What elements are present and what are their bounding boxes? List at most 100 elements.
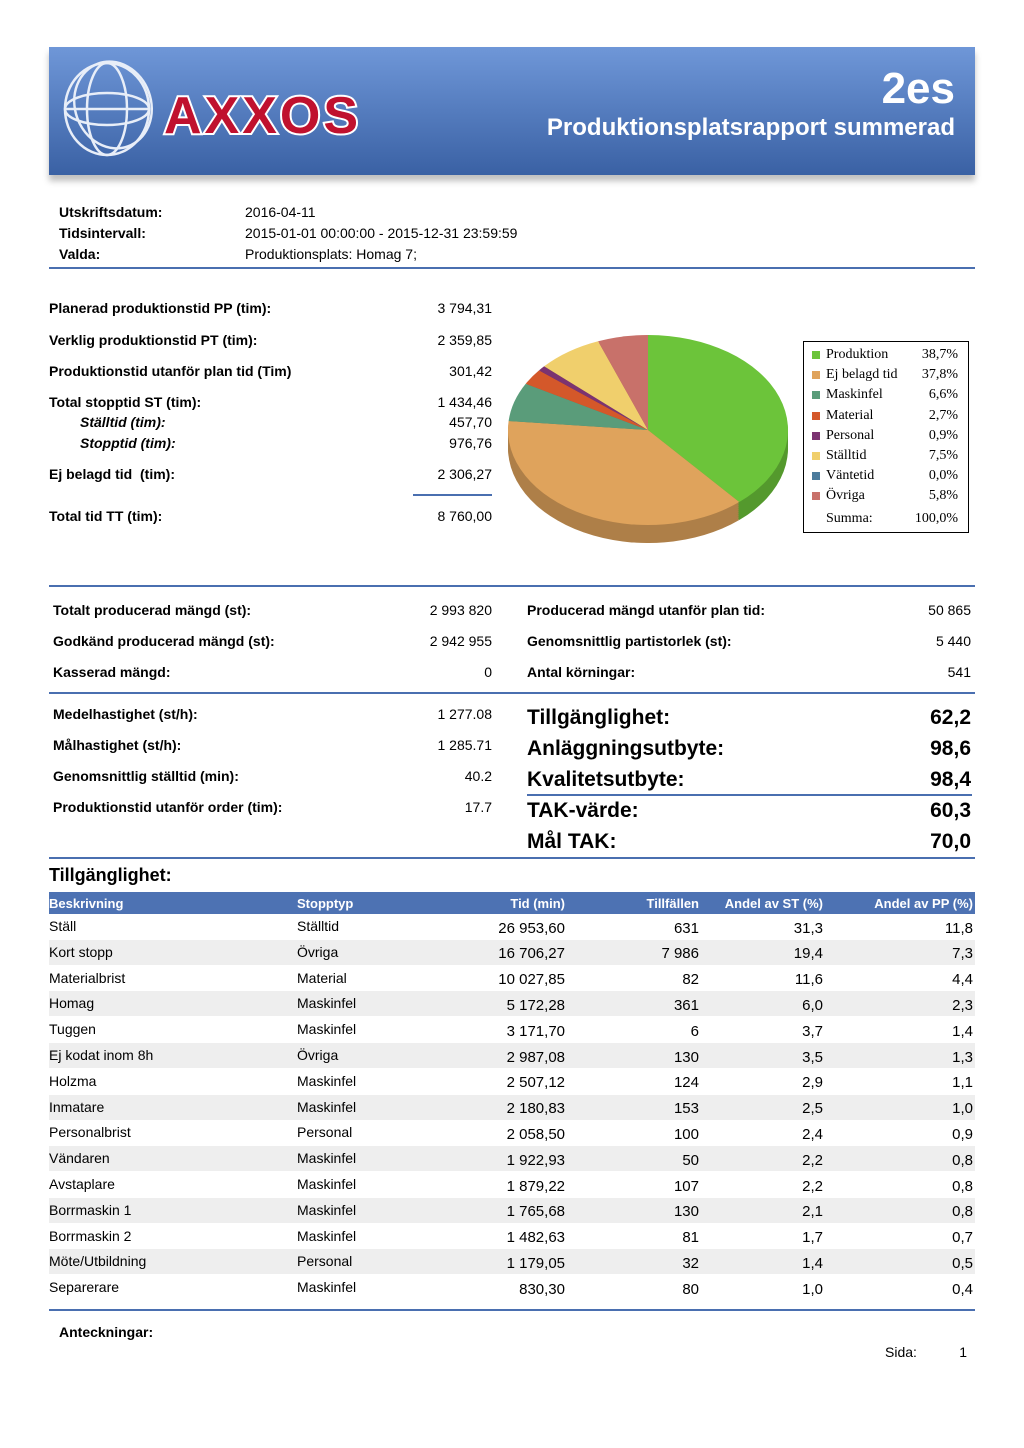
table-cell: Borrmaskin 2: [49, 1227, 132, 1244]
time-label: Ställtid (tim):: [80, 414, 166, 430]
table-cell: 1,1: [952, 1074, 973, 1092]
legend-value: 38,7%: [921, 347, 958, 362]
table-cell: 0,5: [952, 1254, 973, 1272]
meta-value: Produktionsplats: Homag 7;: [245, 246, 417, 262]
table-cell: Övriga: [297, 1047, 339, 1063]
legend-swatch: [812, 472, 820, 481]
kpi-value: 60,3: [930, 798, 971, 822]
table-cell: 1 482,63: [506, 1229, 565, 1247]
table-title: Tillgänglighet:: [49, 865, 172, 885]
legend-label: Personal: [826, 427, 875, 443]
report-title: Produktionsplatsrapport summerad: [547, 114, 955, 141]
table-cell: 2,3: [952, 996, 973, 1014]
kpi-value: 70,0: [930, 829, 971, 853]
meta-label: Utskriftsdatum:: [59, 204, 163, 220]
quantity-label: Totalt producerad mängd (st):: [53, 602, 252, 618]
kpi-label: Anläggningsutbyte:: [527, 736, 725, 760]
quantity-label: Producerad mängd utanför plan tid:: [527, 602, 766, 618]
legend-value: 5,8%: [928, 488, 958, 504]
legend-swatch: [812, 371, 820, 380]
kpi-label: Mål TAK:: [527, 829, 617, 853]
table-cell: 82: [682, 971, 699, 989]
table-cell: 2,2: [802, 1151, 823, 1169]
table-cell: 1,0: [952, 1100, 973, 1118]
time-label: Produktionstid utanför plan tid (Tim): [49, 363, 292, 379]
rule: [49, 585, 975, 587]
notes-label: Anteckningar:: [59, 1324, 154, 1340]
table-cell: 0,4: [952, 1280, 973, 1298]
row-stripe: [49, 1094, 975, 1120]
time-label: Total stopptid ST (tim):: [49, 394, 202, 410]
table-cell: 2,2: [802, 1177, 823, 1195]
table-cell: 2,5: [802, 1100, 823, 1118]
table-cell: 2 507,12: [506, 1074, 565, 1092]
table-cell: 1 922,93: [506, 1151, 565, 1169]
legend-label: Ställtid: [826, 448, 867, 463]
table-cell: Maskinfel: [297, 1150, 357, 1167]
pie-slice: [648, 335, 788, 503]
table-cell: 2 180,83: [506, 1100, 565, 1118]
table-cell: 0,8: [952, 1177, 973, 1195]
table-cell: Inmatare: [49, 1098, 105, 1115]
legend-total-label: Summa:: [826, 511, 873, 526]
row-stripe: [49, 991, 975, 1017]
pie-slice: [508, 383, 648, 430]
pie-chart: [507, 335, 788, 543]
table-cell: 1,7: [802, 1229, 823, 1247]
table-cell: Maskinfel: [297, 1098, 357, 1115]
logo: AXXOS 2es Produktionsplatsrapport summer…: [63, 60, 955, 157]
table-cell: Maskinfel: [297, 1279, 357, 1296]
page-label: Sida:: [885, 1344, 917, 1360]
rule: [49, 267, 975, 269]
meta-label: Valda:: [59, 246, 101, 262]
legend-swatch: [812, 431, 820, 440]
table-cell: Maskinfel: [297, 1227, 357, 1244]
column-header: Tid (min): [510, 895, 565, 911]
table-cell: 3 171,70: [506, 1022, 565, 1040]
table-cell: Material: [297, 969, 347, 986]
pie-slice: [507, 421, 740, 525]
table-cell: 3,5: [802, 1048, 823, 1066]
table-cell: Tuggen: [49, 1021, 96, 1038]
table-cell: 3,7: [802, 1022, 823, 1040]
quantity-label: Genomsnittlig partistorlek (st):: [527, 633, 732, 649]
table-cell: Möte/Utbildning: [49, 1253, 147, 1270]
column-header: Tillfällen: [646, 895, 700, 911]
legend-total: 100,0%: [914, 511, 958, 526]
table-cell: 50: [682, 1151, 699, 1169]
legend-swatch: [812, 391, 820, 400]
legend-label: Produktion: [826, 347, 889, 362]
table-cell: 2,9: [802, 1074, 823, 1092]
rule: [49, 1309, 975, 1311]
legend-label: Material: [826, 407, 874, 423]
time-value: 301,42: [449, 363, 492, 379]
table-cell: Materialbrist: [49, 969, 126, 986]
legend-swatch: [812, 452, 820, 460]
table-cell: Ställtid: [297, 918, 340, 934]
table-cell: 11,6: [794, 971, 823, 989]
table-header: [49, 892, 975, 914]
logo-text: AXXOS: [164, 87, 361, 145]
kpi-value: 62,2: [930, 705, 971, 729]
table-cell: Personal: [297, 1253, 353, 1270]
table-cell: 361: [673, 996, 699, 1014]
time-label: Verklig produktionstid PT (tim):: [49, 332, 258, 348]
speed-label: Målhastighet (st/h):: [53, 737, 182, 753]
kpi-label: Kvalitetsutbyte:: [527, 767, 685, 791]
globe-icon: [63, 60, 153, 157]
time-value: 1 434,46: [437, 394, 493, 410]
legend-swatch: [812, 492, 820, 501]
column-header: Beskrivning: [49, 895, 124, 911]
table-cell: 1 179,05: [506, 1254, 565, 1272]
quantity-value: 0: [484, 664, 492, 680]
quantity-label: Antal körningar:: [527, 664, 636, 680]
legend-value: 6,6%: [928, 387, 958, 403]
header-banner: [49, 47, 975, 175]
quantity-value: 5 440: [935, 633, 971, 649]
table-cell: Maskinfel: [297, 995, 357, 1012]
table-cell: Homag: [49, 995, 95, 1012]
time-label: Planerad produktionstid PP (tim):: [49, 300, 272, 316]
table-cell: 1,3: [952, 1048, 973, 1066]
table-cell: Personalbrist: [49, 1124, 131, 1141]
